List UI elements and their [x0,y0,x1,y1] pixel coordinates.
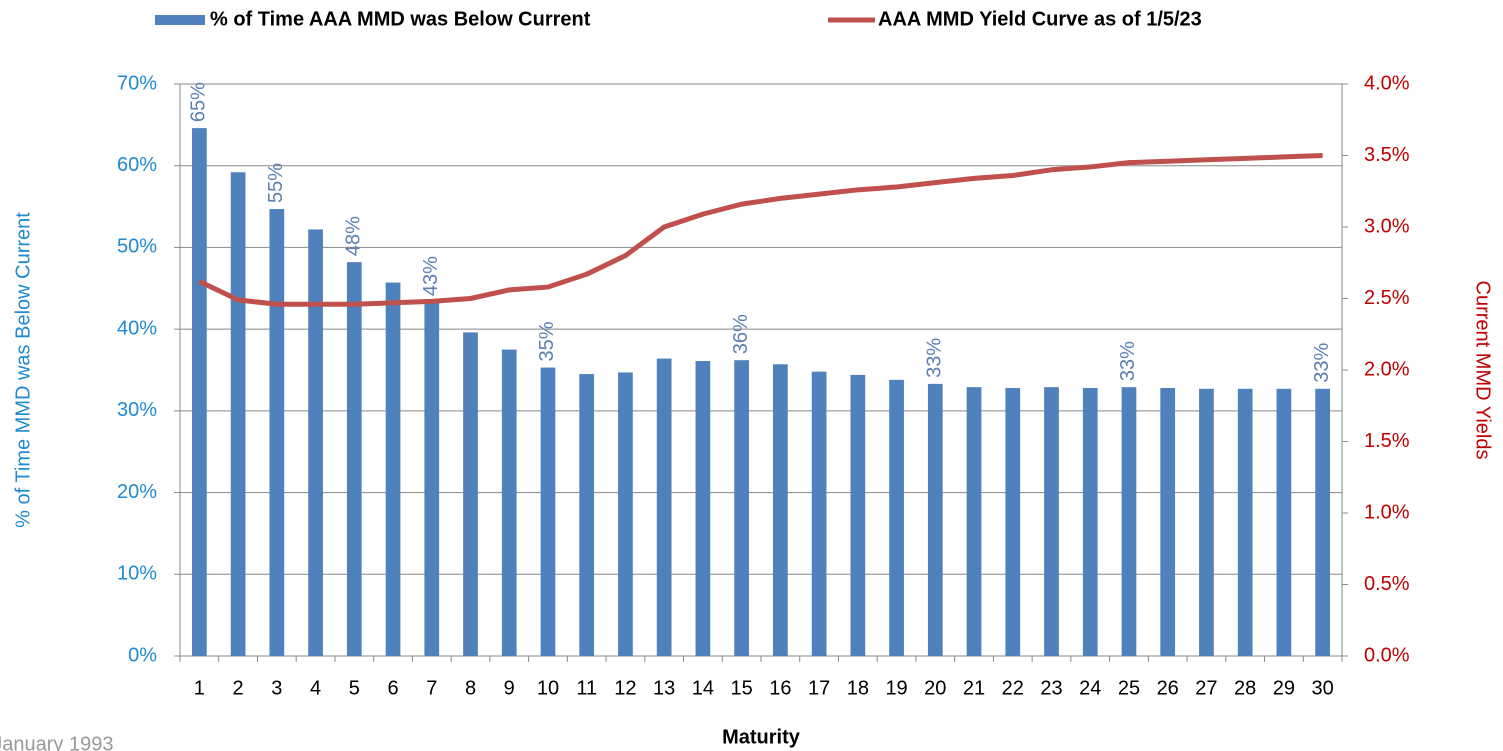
y-tick-label: 40% [117,317,157,339]
bar [811,371,827,656]
data-label: 33% [1117,341,1139,381]
bar [1199,388,1214,656]
x-tick-label: 29 [1273,677,1295,699]
line [198,153,1323,307]
data-label: 36% [730,314,752,354]
x-tick-label: 21 [963,677,985,699]
bar [385,282,401,656]
x-tick-label: 8 [465,677,476,699]
y2-tick-label: 1.0% [1364,501,1410,523]
x-tick-label: 4 [310,677,321,699]
x-tick-label: 27 [1195,677,1217,699]
y2-axis-title: Current MMD Yields [1472,281,1494,460]
x-tick-label: 25 [1118,677,1140,699]
x-tick-label: 28 [1234,677,1256,699]
x-tick-label: 3 [271,677,282,699]
bar [1160,387,1176,656]
x-tick-label: 16 [769,677,791,699]
y-tick-label: 30% [117,399,157,421]
bar [1005,387,1021,656]
bar [269,209,285,656]
bar [1082,387,1098,656]
x-tick-label: 26 [1157,677,1179,699]
y2-tick-label: 3.0% [1364,215,1410,237]
bar [579,374,595,656]
bar [230,172,246,656]
footnote: ce: January 1993 [0,733,113,751]
x-tick-label: 23 [1040,677,1062,699]
bar [656,358,672,656]
bar [1315,388,1330,656]
y2-tick-label: 2.5% [1364,287,1410,309]
y2-tick-label: 0.0% [1364,644,1410,666]
bar [463,332,478,656]
y-tick-label: 70% [117,72,157,94]
bar [734,360,749,656]
x-tick-label: 15 [731,677,753,699]
legend-line-label: AAA MMD Yield Curve as of 1/5/23 [878,8,1202,30]
data-label: 33% [924,338,946,378]
data-label: 55% [265,163,287,203]
x-tick-label: 22 [1002,677,1024,699]
x-tick-label: 1 [194,677,205,699]
x-tick-label: 30 [1312,677,1334,699]
y2-tick-label: 3.5% [1364,144,1410,166]
bar [618,372,633,656]
bar [192,128,207,656]
x-tick-label: 6 [387,677,398,699]
data-label: 48% [343,216,365,256]
x-tick-label: 9 [504,677,515,699]
x-tick-label: 19 [885,677,907,699]
y-axis-title: % of Time MMD was Below Current [12,212,34,528]
x-tick-label: 13 [653,677,675,699]
bar [773,364,788,656]
x-tick-label: 24 [1079,677,1101,699]
data-label: 43% [420,256,442,296]
x-tick-label: 7 [426,677,437,699]
data-label: 35% [536,321,558,361]
bar [850,374,866,656]
x-tick-label: 14 [692,677,714,699]
y-tick-label: 0% [128,644,157,666]
bar [966,387,982,656]
x-tick-label: 10 [537,677,559,699]
x-tick-label: 12 [614,677,636,699]
legend-bar-swatch [155,15,205,25]
y2-tick-label: 1.5% [1364,430,1410,452]
x-tick-label: 18 [847,677,869,699]
x-tick-label: 5 [349,677,360,699]
bar [540,367,556,656]
bar [1237,388,1253,656]
y2-tick-label: 2.0% [1364,358,1410,380]
bar [1121,387,1137,656]
y-tick-label: 20% [117,481,157,503]
y-tick-label: 60% [117,154,157,176]
bar [424,302,440,656]
bar [308,229,323,657]
y-tick-label: 10% [117,563,157,585]
x-tick-label: 17 [808,677,830,699]
x-tick-label: 20 [924,677,946,699]
data-label: 33% [1311,343,1333,383]
bar [1276,388,1292,656]
legend-bar-label: % of Time AAA MMD was Below Current [210,8,591,30]
bar [501,349,517,656]
y2-tick-label: 0.5% [1364,573,1410,595]
bar [346,262,362,656]
bar [889,379,904,656]
x-tick-label: 2 [233,677,244,699]
bar [1044,387,1059,656]
x-tick-label: 11 [576,677,597,699]
bar [927,383,943,656]
y-tick-label: 50% [117,236,157,258]
y2-tick-label: 4.0% [1364,72,1410,94]
x-axis-title: Maturity [722,726,801,748]
bar [695,361,711,656]
data-label: 65% [188,82,210,122]
